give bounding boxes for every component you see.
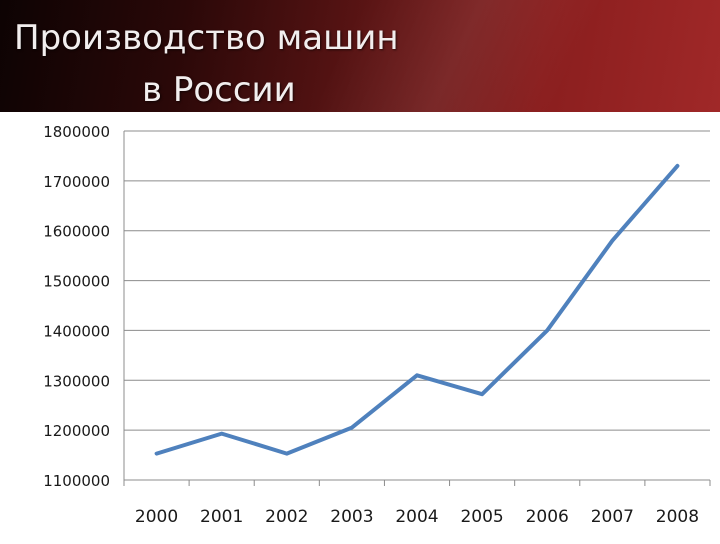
y-tick-label: 1400000 <box>43 322 110 340</box>
x-tick-label: 2005 <box>460 507 503 527</box>
line-chart: 1100000 1200000 1300000 1400000 1500000 16000… <box>0 112 720 540</box>
x-tick-label: 2008 <box>656 507 699 527</box>
x-tick-label: 2001 <box>200 507 243 527</box>
y-tick-label: 1800000 <box>43 123 110 141</box>
slide-header: Производство машин в России <box>0 0 720 112</box>
x-tick-label: 2007 <box>591 507 634 527</box>
y-tick-label: 1100000 <box>43 472 110 490</box>
y-tick-label: 1600000 <box>43 223 110 241</box>
y-tick-label: 1300000 <box>43 372 110 390</box>
series-line <box>157 166 678 454</box>
slide-title-line-2: в России <box>142 70 296 110</box>
y-tick-label: 1700000 <box>43 173 110 191</box>
y-tick-label: 1500000 <box>43 273 110 291</box>
x-tick-label: 2002 <box>265 507 308 527</box>
slide-title-line-1: Производство машин <box>14 18 399 58</box>
y-tick-label: 1200000 <box>43 422 110 440</box>
x-tick-label: 2006 <box>526 507 569 527</box>
chart-area: 1100000 1200000 1300000 1400000 1500000 16000… <box>0 112 720 540</box>
x-tick-label: 2003 <box>330 507 373 527</box>
x-tick-label: 2004 <box>395 507 438 527</box>
x-tick-label: 2000 <box>135 507 178 527</box>
